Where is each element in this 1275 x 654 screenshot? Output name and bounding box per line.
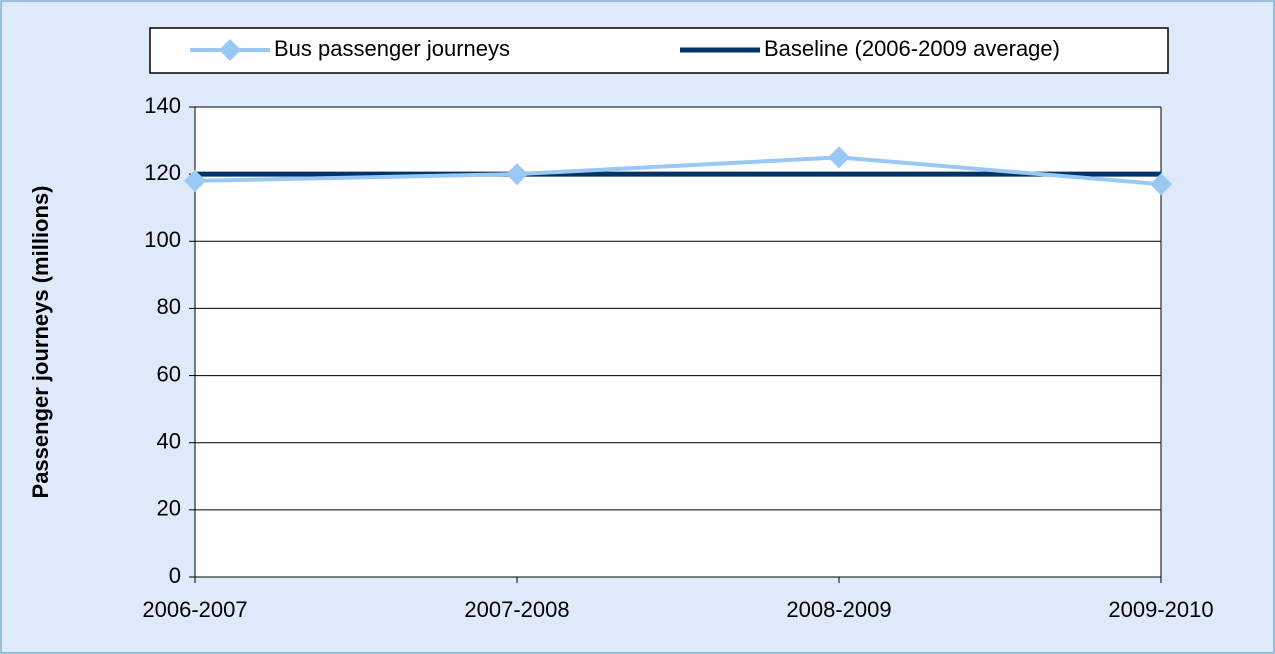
marker: [828, 146, 850, 169]
legend-label: Bus passenger journeys: [274, 36, 510, 61]
legend-marker: [219, 39, 241, 61]
marker: [506, 163, 528, 186]
y-tick-label: 140: [144, 93, 181, 118]
y-tick-label: 80: [157, 294, 181, 319]
y-tick-label: 20: [157, 496, 181, 521]
x-tick-label: 2008-2009: [786, 597, 891, 622]
y-tick-label: 60: [157, 361, 181, 386]
series-line: [194, 155, 1162, 187]
y-tick-label: 40: [157, 429, 181, 454]
y-tick-label: 0: [169, 563, 181, 588]
x-tick-label: 2009-2010: [1108, 597, 1213, 622]
marker: [184, 169, 206, 192]
marker: [1150, 173, 1172, 196]
legend: [149, 27, 1169, 74]
y-tick-label: 100: [144, 227, 181, 252]
legend-label: Baseline (2006-2009 average): [764, 36, 1060, 61]
plot-area: [195, 107, 1161, 577]
y-tick-label: 120: [144, 160, 181, 185]
x-tick-label: 2006-2007: [142, 597, 247, 622]
y-axis-label: Passenger journeys (millions): [28, 186, 53, 499]
x-tick-label: 2007-2008: [464, 597, 569, 622]
